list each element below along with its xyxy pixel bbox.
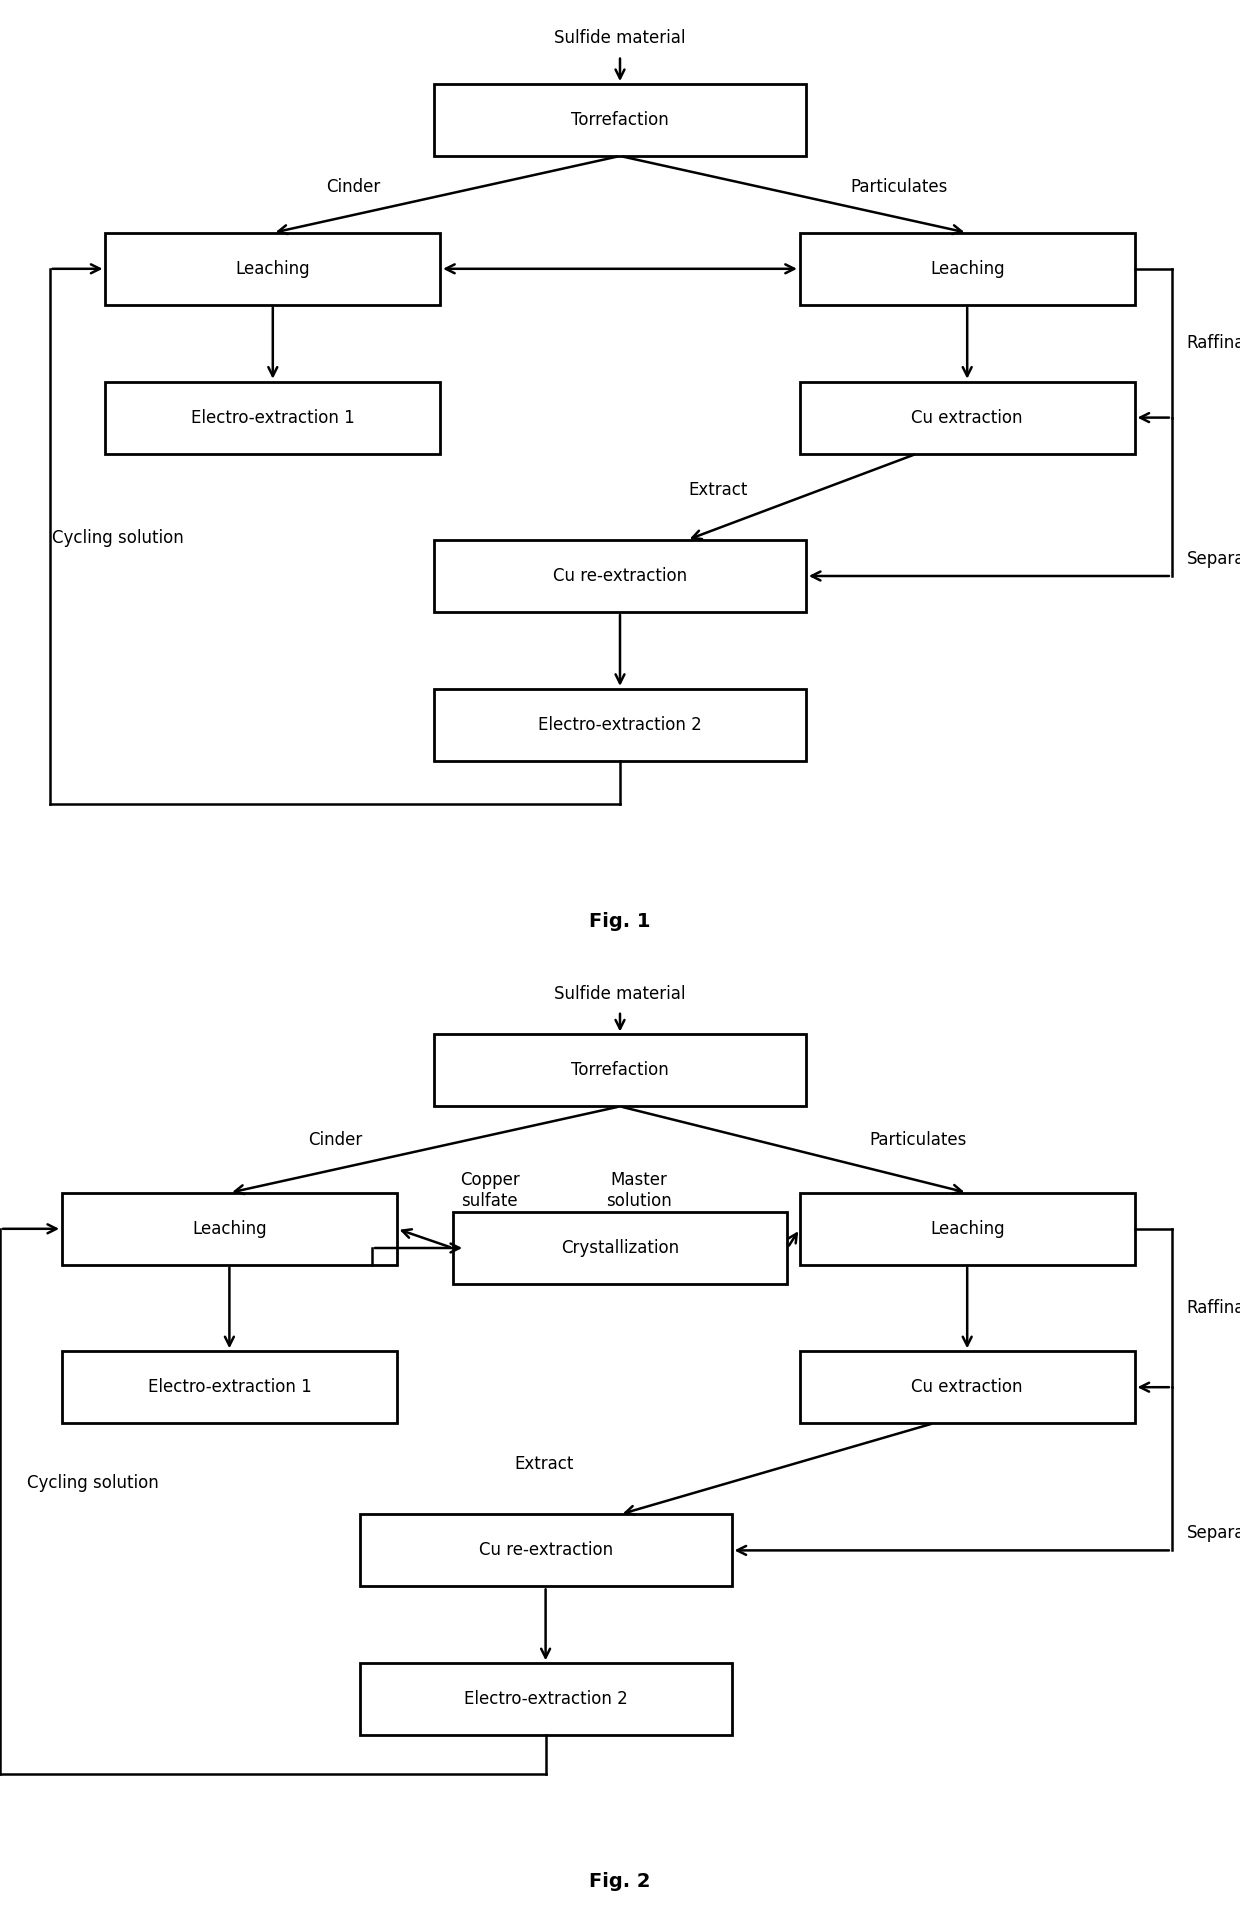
Text: Cu extraction: Cu extraction xyxy=(911,409,1023,426)
Text: Leaching: Leaching xyxy=(930,259,1004,278)
Text: Torrefaction: Torrefaction xyxy=(572,111,668,129)
FancyBboxPatch shape xyxy=(434,540,806,612)
FancyBboxPatch shape xyxy=(800,1352,1135,1423)
Text: Particulates: Particulates xyxy=(851,179,947,196)
Text: Fig. 1: Fig. 1 xyxy=(589,912,651,931)
Text: Cycling solution: Cycling solution xyxy=(52,528,184,547)
Text: Separation: Separation xyxy=(1187,1524,1240,1542)
Text: Cinder: Cinder xyxy=(308,1131,362,1150)
Text: Particulates: Particulates xyxy=(869,1131,966,1150)
Text: Cu extraction: Cu extraction xyxy=(911,1379,1023,1396)
Text: Cycling solution: Cycling solution xyxy=(27,1475,159,1492)
FancyBboxPatch shape xyxy=(434,689,806,760)
Text: Electro-extraction 1: Electro-extraction 1 xyxy=(148,1379,311,1396)
Text: Torrefaction: Torrefaction xyxy=(572,1062,668,1079)
Text: Electro-extraction 1: Electro-extraction 1 xyxy=(191,409,355,426)
Text: Sulfide material: Sulfide material xyxy=(554,985,686,1002)
Text: Extract: Extract xyxy=(688,480,748,499)
FancyBboxPatch shape xyxy=(360,1663,732,1736)
Text: Cu re-extraction: Cu re-extraction xyxy=(553,566,687,586)
Text: Electro-extraction 2: Electro-extraction 2 xyxy=(464,1690,627,1709)
FancyBboxPatch shape xyxy=(800,1192,1135,1265)
Text: Copper
sulfate: Copper sulfate xyxy=(460,1171,520,1210)
FancyBboxPatch shape xyxy=(62,1352,397,1423)
Text: Leaching: Leaching xyxy=(236,259,310,278)
FancyBboxPatch shape xyxy=(360,1515,732,1586)
Text: Raffinate: Raffinate xyxy=(1187,334,1240,351)
Text: Sulfide material: Sulfide material xyxy=(554,29,686,48)
FancyBboxPatch shape xyxy=(105,382,440,453)
Text: Electro-extraction 2: Electro-extraction 2 xyxy=(538,716,702,733)
Text: Separation: Separation xyxy=(1187,549,1240,568)
Text: Cu re-extraction: Cu re-extraction xyxy=(479,1542,613,1559)
Text: Crystallization: Crystallization xyxy=(560,1238,680,1258)
FancyBboxPatch shape xyxy=(62,1192,397,1265)
Text: Leaching: Leaching xyxy=(192,1219,267,1238)
FancyBboxPatch shape xyxy=(453,1212,787,1284)
FancyBboxPatch shape xyxy=(800,382,1135,453)
Text: Leaching: Leaching xyxy=(930,1219,1004,1238)
FancyBboxPatch shape xyxy=(105,232,440,305)
Text: Cinder: Cinder xyxy=(326,179,381,196)
FancyBboxPatch shape xyxy=(434,1035,806,1106)
Text: Extract: Extract xyxy=(515,1455,574,1473)
Text: Fig. 2: Fig. 2 xyxy=(589,1872,651,1891)
Text: Raffinate: Raffinate xyxy=(1187,1300,1240,1317)
FancyBboxPatch shape xyxy=(434,84,806,156)
Text: Master
solution: Master solution xyxy=(605,1171,672,1210)
FancyBboxPatch shape xyxy=(800,232,1135,305)
